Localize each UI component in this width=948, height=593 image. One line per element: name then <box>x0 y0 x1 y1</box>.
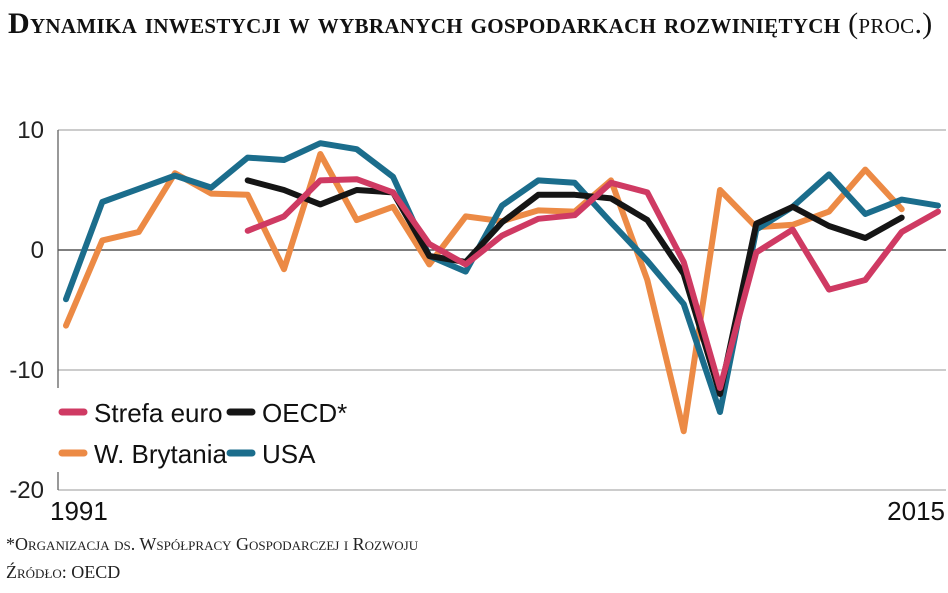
line-chart: 10 0 -10 -20 1991 2015 Strefa euro OECD* W. Br… <box>9 117 946 526</box>
chart-title-text: Dynamika inwestycji w wybranych gospodar… <box>8 7 841 40</box>
legend-label-2: W. Brytania <box>94 439 227 469</box>
y-tick-label: -20 <box>9 477 44 504</box>
chart-title-unit: (proc.) <box>848 7 933 40</box>
y-tick-label: -10 <box>9 357 44 384</box>
legend: Strefa euro OECD* W. Brytania USA <box>54 388 354 472</box>
legend-label-3: USA <box>262 439 316 469</box>
series-line-1 <box>244 177 905 397</box>
series-line-0 <box>244 176 941 391</box>
x-tick-label-end: 2015 <box>887 496 945 526</box>
series-lines <box>63 140 941 435</box>
series-line-3 <box>63 140 941 415</box>
gridlines <box>57 129 946 491</box>
x-tick-label-start: 1991 <box>50 496 108 526</box>
chart-title: Dynamika inwestycji w wybranych gospodar… <box>8 6 938 42</box>
legend-label-1: OECD* <box>262 398 347 428</box>
x-tick-labels: 1991 2015 <box>50 496 945 526</box>
y-tick-label: 10 <box>17 117 44 144</box>
footnote: *Organizacja ds. Współpracy Gospodarczej… <box>6 534 419 554</box>
legend-label-0: Strefa euro <box>94 398 223 428</box>
source-note: Źródło: OECD <box>6 562 121 582</box>
legend-background <box>54 388 354 472</box>
y-tick-label: 0 <box>31 237 44 264</box>
y-tick-labels: 10 0 -10 -20 <box>9 117 44 504</box>
